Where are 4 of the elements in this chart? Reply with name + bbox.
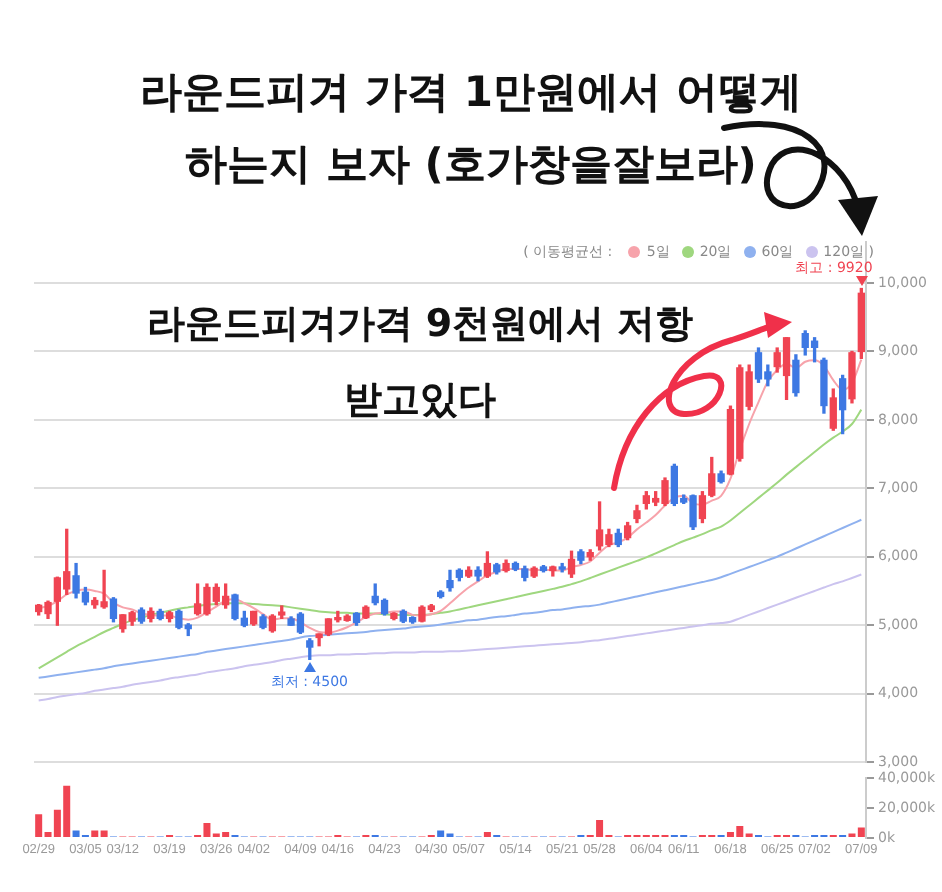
- chart-title: 라운드피겨 가격 1만원에서 어떻게 하는지 보자 (호가창을잘보라): [138, 66, 804, 192]
- line-series: [37, 518, 863, 679]
- annotation: 라운드피겨가격 9천원에서 저항 받고있다: [144, 300, 696, 426]
- line-series: [37, 573, 863, 702]
